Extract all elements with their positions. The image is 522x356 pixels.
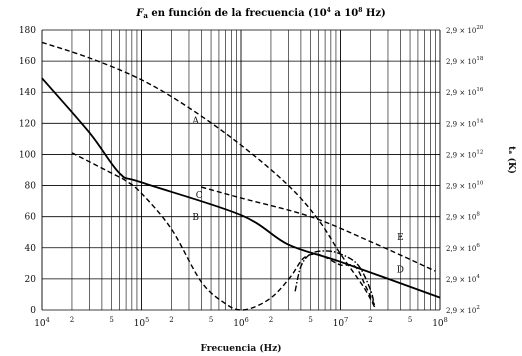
annotation-e: E <box>397 233 404 243</box>
title-subscript: a <box>143 11 148 20</box>
title-mid: a 10 <box>331 8 358 19</box>
y-right-tick-label: 2,9 × 102 <box>446 305 480 315</box>
y-right-tick-label: 2,9 × 106 <box>446 243 480 253</box>
x-tick-label: 105 <box>134 316 150 329</box>
title-exp2: 8 <box>358 7 362 14</box>
x-tick-label: 106 <box>233 316 249 329</box>
x-tick-label: 104 <box>34 316 50 329</box>
x-minor-tick-label: 2 <box>70 316 74 324</box>
x-minor-tick-label: 5 <box>209 316 213 324</box>
x-minor-tick-label: 5 <box>408 316 412 324</box>
x-minor-tick-label: 2 <box>368 316 372 324</box>
annotation-d: D <box>397 266 404 276</box>
x-minor-tick-label: 2 <box>269 316 273 324</box>
title-end: Hz) <box>362 8 385 19</box>
y-right-tick-label: 2,9 × 1014 <box>446 118 484 128</box>
series-line-d <box>294 250 376 308</box>
annotation-a: A <box>191 116 199 126</box>
y-axis-right: 2,9 × 102 2,9 × 104 2,9 × 106 2,9 × 108 2,9 … <box>446 25 484 315</box>
grid <box>41 29 441 311</box>
annotations-group: A B C D E <box>191 116 404 275</box>
y-tick-label: 0 <box>30 306 36 316</box>
y-axis-right-label: tₐ (K) <box>506 146 517 174</box>
x-tick-label: 108 <box>432 316 448 329</box>
series-line-c <box>41 77 441 299</box>
x-minor-tick-label: 5 <box>308 316 312 324</box>
x-axis: 104 105 106 107 108 2 5 2 5 2 5 2 5 <box>34 316 448 329</box>
y-tick-label: 140 <box>19 88 36 98</box>
x-tick-label: 107 <box>333 316 349 329</box>
series-line-b <box>71 152 376 311</box>
y-right-tick-label: 2,9 × 108 <box>446 212 480 222</box>
y-tick-label: 180 <box>19 26 36 36</box>
y-tick-label: 120 <box>19 119 36 129</box>
y-right-tick-label: 2,9 × 1020 <box>446 25 484 35</box>
title-symbol: F <box>135 8 144 19</box>
annotation-c: C <box>196 191 203 201</box>
series-line-a <box>41 41 376 308</box>
annotation-b: B <box>192 213 199 223</box>
chart-title: Fa en función de la frecuencia (104 a 10… <box>135 7 386 20</box>
x-minor-tick-label: 5 <box>109 316 113 324</box>
x-minor-tick-label: 2 <box>169 316 173 324</box>
y-axis-left: 0 20 40 60 80 100 120 140 160 180 <box>19 26 36 316</box>
y-tick-label: 40 <box>25 244 37 254</box>
title-exp1: 4 <box>327 7 331 14</box>
title-rest: en función de la frecuencia (10 <box>148 8 327 19</box>
y-tick-label: 60 <box>25 213 37 223</box>
y-right-tick-label: 2,9 × 1012 <box>446 149 483 159</box>
x-axis-label: Frecuencia (Hz) <box>201 343 282 354</box>
y-right-tick-label: 2,9 × 104 <box>446 274 480 284</box>
y-right-tick-label: 2,9 × 1018 <box>446 56 484 66</box>
y-right-tick-label: 2,9 × 1016 <box>446 87 484 97</box>
y-tick-label: 20 <box>25 275 37 285</box>
y-tick-label: 80 <box>25 182 37 192</box>
y-tick-label: 160 <box>19 57 36 67</box>
series-group <box>41 41 441 311</box>
y-right-tick-label: 2,9 × 1010 <box>446 181 484 191</box>
series-line-e <box>201 186 436 272</box>
y-tick-label: 100 <box>19 150 36 160</box>
